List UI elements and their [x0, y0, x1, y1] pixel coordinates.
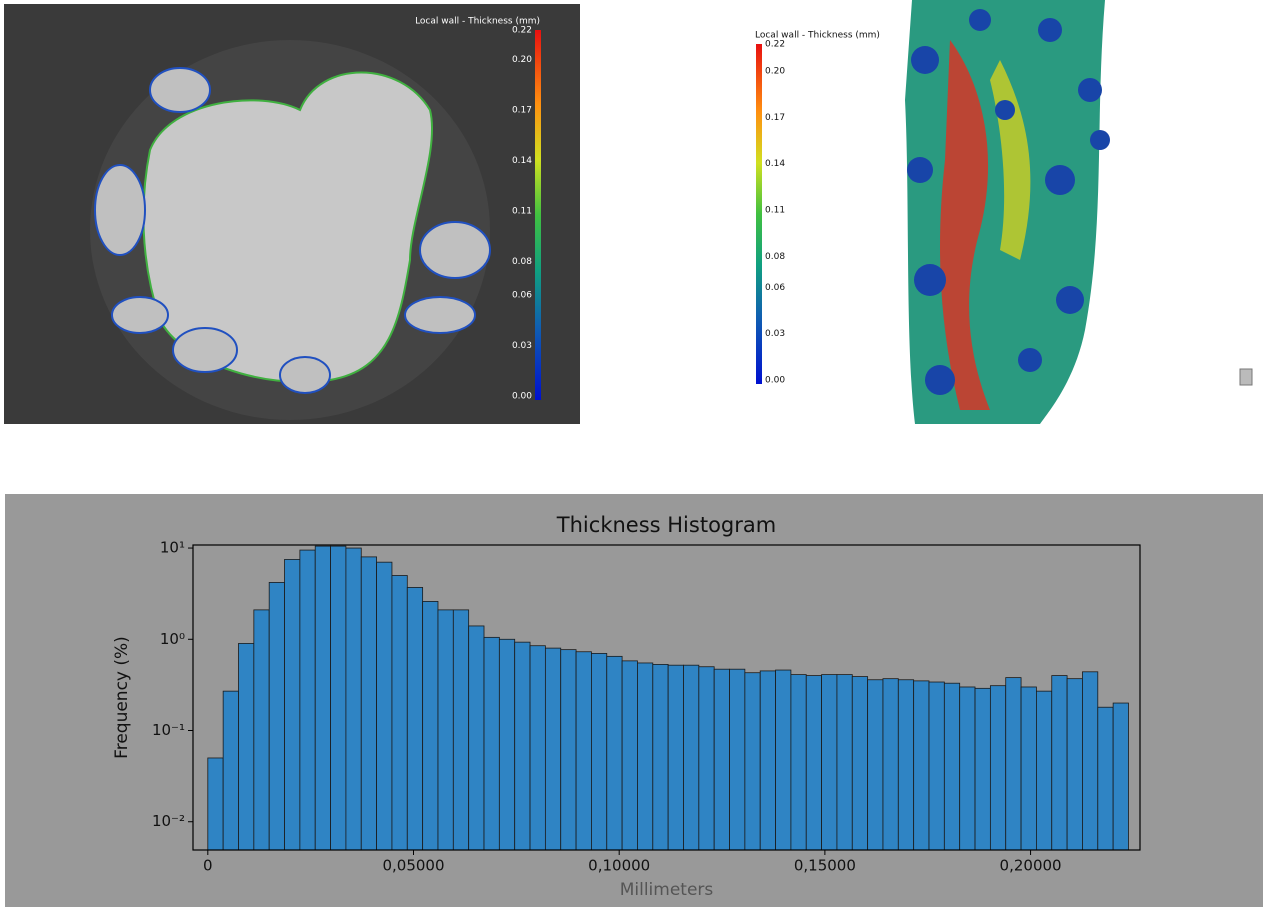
colorbar-tick-label: 0.17 — [512, 106, 532, 116]
bar — [837, 675, 852, 850]
chart-title: Thickness Histogram — [556, 513, 776, 537]
y-tick-label: 10⁻¹ — [152, 721, 185, 739]
bar — [561, 650, 576, 850]
bar — [852, 677, 867, 850]
bar — [499, 639, 514, 850]
bar — [331, 546, 346, 850]
bar — [883, 679, 898, 850]
bar — [1113, 703, 1128, 850]
page: Local wall - Thickness (mm)0.000.030.060… — [0, 0, 1266, 907]
bar — [269, 582, 284, 850]
bar — [898, 680, 913, 850]
bar — [1052, 676, 1067, 850]
bar — [1006, 678, 1021, 850]
colorbar-tick-label: 0.11 — [765, 206, 785, 216]
colorbar-tick-label: 0.22 — [765, 40, 785, 50]
bar — [730, 669, 745, 850]
bar — [407, 587, 422, 850]
bar — [300, 550, 315, 850]
ct-slice-image — [4, 4, 580, 424]
bar — [545, 648, 560, 850]
bar — [591, 653, 606, 850]
colorbar-tick-label: 0.22 — [512, 26, 532, 36]
x-tick-label: 0,20000 — [1000, 857, 1062, 875]
bar — [622, 661, 637, 850]
bar — [668, 665, 683, 850]
colorbar-tick-label: 0.20 — [512, 55, 532, 65]
bar — [868, 680, 883, 850]
bar — [285, 559, 300, 850]
y-tick-label: 10⁻² — [152, 812, 185, 830]
bar — [607, 656, 622, 850]
bar — [1067, 679, 1082, 850]
bar — [223, 691, 238, 850]
colorbar — [756, 44, 762, 384]
bar — [515, 642, 530, 850]
colorbar-tick-label: 0.14 — [765, 159, 785, 169]
bar — [208, 758, 223, 850]
colorbar-tick-label: 0.06 — [512, 291, 532, 301]
colorbar-tick-label: 0.08 — [765, 252, 785, 262]
bar — [346, 548, 361, 850]
bar — [377, 562, 392, 850]
colorbar-tick-label: 0.17 — [765, 113, 785, 123]
bar — [1082, 672, 1097, 850]
bar — [806, 676, 821, 850]
bar — [714, 669, 729, 850]
x-tick-label: 0,10000 — [588, 857, 650, 875]
bar — [791, 675, 806, 850]
bar — [745, 673, 760, 850]
bar — [238, 643, 253, 850]
bar — [683, 665, 698, 850]
colorbar — [535, 30, 541, 400]
bar — [315, 546, 330, 850]
bar — [975, 688, 990, 850]
x-axis-label: Millimeters — [620, 880, 714, 900]
colorbar-tick-label: 0.00 — [512, 392, 532, 402]
x-tick-label: 0 — [203, 857, 213, 875]
bar — [699, 667, 714, 850]
bar — [960, 687, 975, 850]
bar — [822, 675, 837, 850]
bar — [1098, 707, 1113, 850]
y-tick-label: 10⁰ — [160, 630, 185, 648]
colorbar-tick-label: 0.03 — [512, 341, 532, 351]
x-tick-label: 0,15000 — [794, 857, 856, 875]
bar — [776, 670, 791, 850]
3d-render-image — [905, 0, 1252, 424]
y-axis-label: Frequency (%) — [112, 636, 132, 759]
colorbar-tick-label: 0.14 — [512, 156, 532, 166]
bar — [254, 610, 269, 850]
bar — [438, 610, 453, 850]
bar — [944, 683, 959, 850]
bar — [530, 646, 545, 850]
x-tick-label: 0,05000 — [382, 857, 444, 875]
bar — [423, 601, 438, 850]
bar — [484, 637, 499, 850]
bar — [361, 557, 376, 850]
bar — [392, 576, 407, 850]
colorbar-tick-label: 0.20 — [765, 66, 785, 76]
bar — [576, 652, 591, 850]
bar — [653, 664, 668, 850]
bar — [469, 626, 484, 850]
colorbar-tick-label: 0.00 — [765, 376, 785, 386]
bar — [929, 682, 944, 850]
colorbar-tick-label: 0.11 — [512, 207, 532, 217]
bar — [1036, 691, 1051, 850]
y-tick-label: 10¹ — [160, 539, 185, 557]
colorbar-tick-label: 0.06 — [765, 283, 785, 293]
colorbar-tick-label: 0.03 — [765, 329, 785, 339]
bar — [637, 663, 652, 850]
colorbar-tick-label: 0.08 — [512, 257, 532, 267]
bar — [1021, 687, 1036, 850]
bar — [990, 686, 1005, 850]
bar — [453, 610, 468, 850]
bar — [760, 671, 775, 850]
bar — [914, 681, 929, 850]
